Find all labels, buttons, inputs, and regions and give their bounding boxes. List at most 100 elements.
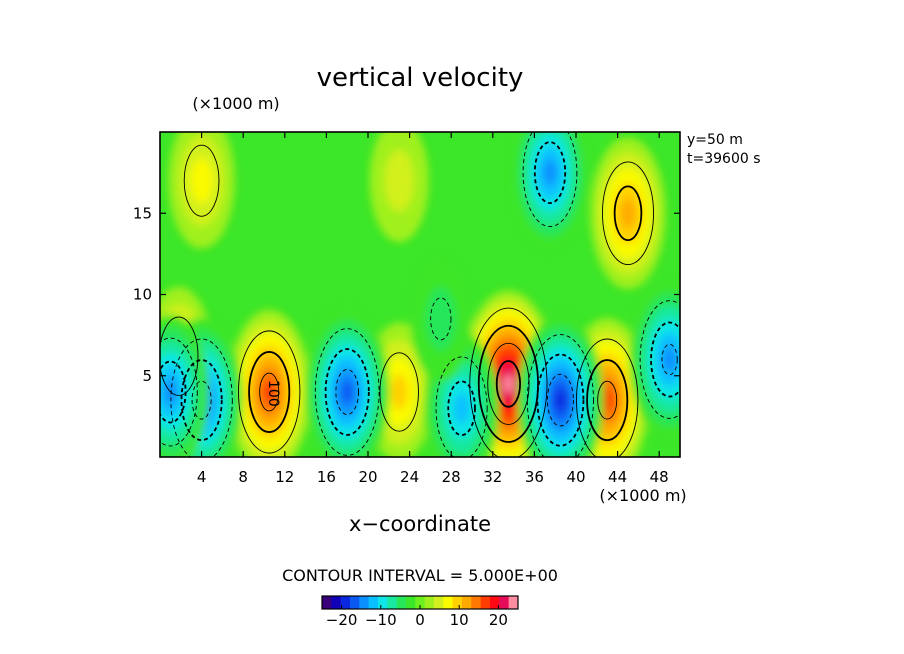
contour-level-fill — [384, 150, 415, 212]
contour-line — [160, 337, 198, 447]
x-tick-label: 36 — [525, 468, 544, 486]
colorbar-tick-label: 0 — [415, 611, 425, 629]
contour-lines — [160, 132, 680, 457]
colorbar-swatch — [368, 596, 379, 609]
contour-line — [487, 342, 530, 425]
contour-line — [597, 380, 618, 420]
contour-level-fill — [543, 159, 557, 186]
contour-level-fill — [390, 374, 408, 410]
colorbar-swatch — [396, 596, 407, 609]
x-axis-label: x−coordinate — [349, 512, 491, 536]
colorbar-swatch — [471, 596, 481, 609]
colorbar-swatch — [508, 596, 519, 609]
annotation-y: y=50 m — [687, 132, 743, 148]
updraft-cell — [590, 137, 666, 290]
contour-line — [495, 360, 521, 408]
contour-line — [526, 334, 594, 457]
downdraft-cell — [517, 314, 604, 457]
x-tick-label: 24 — [400, 468, 419, 486]
contour-line — [546, 373, 574, 427]
contour-line — [576, 338, 639, 457]
colorbar-swatch — [331, 596, 341, 609]
x-tick-label: 16 — [317, 468, 336, 486]
updraft-cell — [168, 132, 235, 249]
contour-line — [602, 161, 654, 266]
contour-line — [469, 307, 548, 457]
colorbar: −20 −10 0 10 20 — [321, 595, 519, 629]
x-tick-label: 32 — [483, 468, 502, 486]
colorbar-tick-label: −20 — [326, 611, 358, 629]
contour-line — [522, 132, 578, 228]
colorbar-tick-label: −10 — [365, 611, 397, 629]
colorbar-swatch — [434, 596, 444, 609]
colorbar-swatch — [480, 596, 491, 609]
colorbar-swatch — [350, 596, 360, 609]
contour-line — [435, 356, 488, 457]
contour-level-fill — [620, 198, 636, 229]
contour-line — [533, 141, 567, 205]
contour-level-fill — [454, 393, 470, 424]
colorbar-swatch — [387, 596, 397, 609]
colorbar-tick-label: 10 — [450, 611, 469, 629]
contour-line — [447, 380, 476, 437]
colorbar-swatch — [406, 596, 416, 609]
contour-level-fill — [503, 374, 514, 394]
x-axis-ticks: 4 8 12 16 20 24 28 32 36 40 44 48 — [197, 132, 669, 486]
contour-line — [430, 297, 452, 341]
y-axis-unit: (×1000 m) — [192, 94, 279, 113]
x-tick-label: 20 — [358, 468, 377, 486]
downdraft-cell — [305, 308, 390, 457]
contour-line — [160, 316, 199, 396]
colorbar-swatch — [490, 596, 500, 609]
x-tick-label: 28 — [442, 468, 461, 486]
y-tick-label: 15 — [133, 204, 152, 222]
x-tick-label: 44 — [608, 468, 627, 486]
contour-level-fill — [341, 380, 354, 404]
contour-level-fill — [425, 287, 457, 351]
y-axis-ticks: 5 10 15 — [133, 204, 680, 385]
contour-label: 100 — [265, 380, 281, 407]
x-axis-unit: (×1000 m) — [599, 486, 686, 505]
x-tick-label: 4 — [197, 468, 207, 486]
contour-line — [170, 338, 233, 457]
colorbar-swatch — [462, 596, 472, 609]
x-tick-label: 8 — [238, 468, 248, 486]
contour-line — [314, 328, 380, 456]
contour-line — [180, 359, 223, 442]
colorbar-swatch — [322, 596, 332, 609]
x-tick-label: 40 — [566, 468, 585, 486]
y-tick-label: 5 — [142, 367, 152, 385]
contour-line — [259, 372, 280, 412]
contour-line — [183, 144, 220, 217]
updraft-cell — [369, 132, 429, 243]
colorbar-swatch — [378, 596, 388, 609]
contour-line — [379, 352, 419, 432]
x-tick-label: 48 — [650, 468, 669, 486]
annotation-time: t=39600 s — [687, 151, 761, 167]
contour-level-fill — [190, 158, 213, 204]
contour-line — [160, 360, 187, 424]
colorbar-swatch — [443, 596, 453, 609]
colorbar-swatch — [499, 596, 509, 609]
colorbar-swatch — [340, 596, 351, 609]
colorbar-swatch — [415, 596, 425, 609]
contour-line — [536, 353, 585, 447]
contour-line — [586, 359, 629, 442]
contour-line — [661, 343, 678, 376]
contour-line — [191, 380, 212, 420]
contour-line — [248, 351, 291, 433]
contour-line — [639, 300, 680, 419]
plot-area: 100 — [160, 132, 680, 457]
contour-line — [650, 321, 680, 398]
downdraft-cell — [410, 255, 472, 382]
chart-title: vertical velocity — [317, 63, 524, 93]
contour-level-fill — [662, 346, 677, 373]
contour-line — [238, 330, 301, 454]
velocity-field — [160, 132, 680, 457]
colorbar-swatch — [359, 596, 369, 609]
contour-level-fill — [601, 388, 614, 412]
contour-level-fill — [555, 389, 566, 411]
x-tick-label: 12 — [275, 468, 294, 486]
contour-interval-label: CONTOUR INTERVAL = 5.000E+00 — [282, 566, 558, 585]
